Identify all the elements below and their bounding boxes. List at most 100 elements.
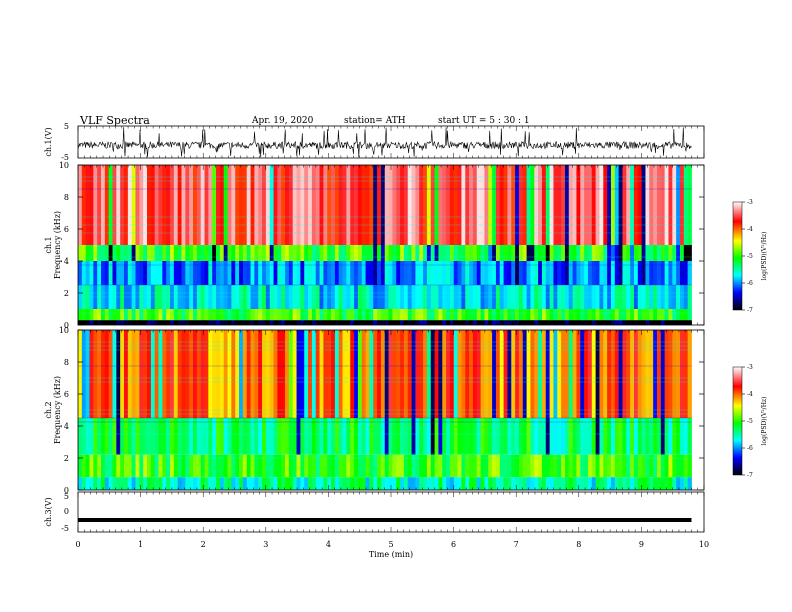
ch1-spec-ytick-label: 8 bbox=[64, 193, 69, 202]
ch2-spec-cell bbox=[78, 330, 83, 418]
ch1-spec-cell bbox=[622, 320, 627, 325]
ch2-spec-cell bbox=[476, 454, 481, 478]
x-tick-label: 10 bbox=[699, 540, 709, 549]
ch2-spec-cell bbox=[227, 477, 232, 490]
ch2-spec-cell bbox=[434, 330, 439, 418]
ch1-spec-cell bbox=[645, 165, 650, 245]
ch1-spec-cell bbox=[131, 320, 136, 325]
ch2-spec-cell bbox=[400, 418, 405, 455]
ch1-spec-cell bbox=[434, 245, 439, 261]
ch2-spec-cell bbox=[607, 454, 612, 478]
ch2-spec-cell bbox=[147, 477, 152, 490]
ch2-spec-cell bbox=[480, 454, 485, 478]
ch1-spec-cell bbox=[576, 309, 581, 321]
ch2-spec-cell bbox=[449, 330, 455, 418]
ch2-spec-cell bbox=[380, 477, 386, 490]
ch2-spec-cell bbox=[392, 477, 397, 490]
ch1-spec-cell bbox=[135, 245, 140, 261]
ch1-spec-cell bbox=[365, 261, 370, 285]
ch1-spec-cell bbox=[350, 261, 355, 285]
ch2-spec-cell bbox=[484, 454, 489, 478]
ch1-spec-cell bbox=[630, 309, 635, 321]
ch2-spec-cell bbox=[411, 418, 416, 455]
ch1-spec-cell bbox=[515, 165, 520, 245]
ch1-spec-cell bbox=[288, 309, 294, 321]
ch2-spec-ytick-label: 8 bbox=[64, 358, 69, 367]
ch1-spec-cell bbox=[526, 309, 531, 321]
ch2-spec-cell bbox=[668, 330, 673, 418]
ch1-spec-cell bbox=[576, 245, 581, 261]
ch1-spec-cell bbox=[637, 165, 643, 245]
ch1-spec-cell bbox=[139, 245, 144, 261]
ch1-spec-cell bbox=[227, 165, 232, 245]
ch2-spec-cell bbox=[196, 477, 202, 490]
ch1-spec-cell bbox=[626, 165, 631, 245]
ch1-spec-cell bbox=[346, 309, 351, 321]
ch1-spec-cell bbox=[430, 320, 435, 325]
ch2-spec-cell bbox=[549, 477, 554, 490]
ch2-spec-cell bbox=[388, 454, 393, 478]
ch2-spec-cell bbox=[484, 477, 489, 490]
ch2-spec-cell bbox=[346, 477, 351, 490]
ch2-spec-ytick-label: 10 bbox=[59, 326, 69, 335]
ch2-spec-cell bbox=[304, 330, 309, 418]
ch2-spec-cell bbox=[656, 454, 662, 478]
ch2-spec-cell bbox=[116, 454, 121, 478]
ch2-spec-cell bbox=[143, 330, 148, 418]
ch2-spec-cell bbox=[660, 330, 666, 418]
ch2-spec-cell bbox=[262, 454, 267, 478]
ch1-spec-cell bbox=[683, 309, 689, 321]
ch1-spec-cell bbox=[587, 165, 593, 245]
ch2-spec-cell bbox=[633, 418, 639, 455]
ch1-spec-cell bbox=[676, 245, 681, 261]
ch1-spec-cell bbox=[85, 165, 90, 245]
ch1-spec-cell bbox=[392, 245, 397, 261]
ch2-spec-cell bbox=[85, 418, 90, 455]
ch2-spec-cell bbox=[334, 454, 340, 478]
ch1-spec-cell bbox=[423, 309, 428, 321]
ch2-spec-cell bbox=[637, 418, 643, 455]
ch1-spec-cell bbox=[557, 309, 562, 321]
ch2-spec-cell bbox=[81, 454, 87, 478]
ch1-spec-cell bbox=[538, 309, 543, 321]
ch1-spec-cell bbox=[235, 261, 240, 285]
ch2-spec-cell bbox=[147, 418, 152, 455]
ch1-spec-cell bbox=[561, 261, 566, 285]
ch2-spec-cell bbox=[453, 418, 458, 455]
ch2-spec-cell bbox=[292, 454, 297, 478]
ch2-spec-cell bbox=[495, 477, 501, 490]
ch2-spec-cell bbox=[193, 477, 198, 490]
ch1-spec-cell bbox=[154, 165, 159, 245]
ch1-spec-cell bbox=[285, 309, 290, 321]
ch1-spec-cell bbox=[231, 245, 236, 261]
ch2-spec-cell bbox=[292, 477, 297, 490]
ch1-spec-cell bbox=[388, 245, 393, 261]
ch1-spec-cell bbox=[423, 165, 428, 245]
ch1-spec-cell bbox=[584, 309, 589, 321]
ch2-spec-cell bbox=[116, 330, 121, 418]
ch2-spec-cell bbox=[407, 418, 412, 455]
ch2-spec-cell bbox=[538, 454, 543, 478]
ch1-spec-cell bbox=[641, 165, 646, 245]
ch1-spec-cell bbox=[212, 309, 217, 321]
ch1-spec-cell bbox=[193, 245, 198, 261]
ch1-spec-cell bbox=[308, 320, 313, 325]
ch1-spec-cell bbox=[327, 245, 332, 261]
ch2-spec-cell bbox=[223, 418, 228, 455]
ch2-spec-cell bbox=[572, 477, 577, 490]
ch2-spec-cell bbox=[150, 477, 156, 490]
ch2-spec-cell bbox=[124, 454, 129, 478]
ch2-spec-cell bbox=[630, 477, 635, 490]
ch1-spec-cell bbox=[434, 165, 439, 245]
ch2-spec-cell bbox=[216, 454, 221, 478]
ch1-spec-cell bbox=[216, 261, 221, 285]
ch1-spec-cell bbox=[246, 320, 251, 325]
ch2-spec-cell bbox=[442, 477, 447, 490]
ch2-spec-cell bbox=[219, 477, 225, 490]
ch2-spec-cell bbox=[572, 418, 577, 455]
ch1-spec-cell bbox=[396, 309, 401, 321]
ch1-spec-cell bbox=[170, 309, 175, 321]
ch2-spec-cell bbox=[645, 330, 650, 418]
ch2-spec-cell bbox=[641, 330, 646, 418]
ch1-spec-cell bbox=[342, 245, 347, 261]
